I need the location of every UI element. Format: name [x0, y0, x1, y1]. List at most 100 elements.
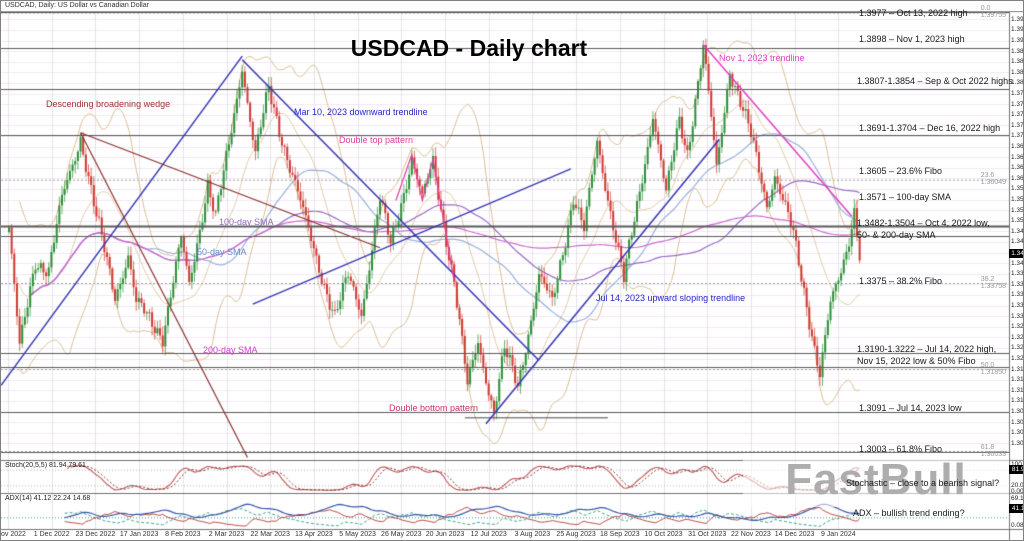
price-axis-label: 1.38205 [1011, 79, 1024, 87]
price-axis-label: 1.36090 [1011, 174, 1024, 182]
price-axis-label: 1.38910 [1011, 47, 1024, 55]
price-axis-label: 1.33270 [1011, 302, 1024, 310]
date-axis-label: 20 Jun 2023 [425, 531, 465, 538]
chart-title: USDCAD - Daily chart [350, 35, 588, 61]
adx-current-value-box: 41.12 [1009, 504, 1023, 513]
chart-header-row: USDCAD, Daily: US Dollar vs Canadian Dol… [1, 1, 1023, 12]
level-1-3571-label: 1.3571 – 100-day SMA [859, 192, 952, 202]
price-axis-label: 1.36325 [1011, 164, 1024, 172]
adx-axis-bottom: 0.08 [1011, 522, 1024, 529]
price-axis-label: 1.32565 [1011, 333, 1024, 341]
date-axis-label: 17 Jan 2023 [119, 531, 159, 538]
level-1-3091-label: 1.3091 – Jul 14, 2023 low [859, 403, 962, 413]
price-axis-label: 1.37265 [1011, 121, 1024, 129]
stochastic-comment-label: Stochastic – close to a bearish signal? [846, 478, 1000, 488]
date-axis-label: 25 Aug 2023 [556, 531, 596, 538]
mar-10-trendline-label: Mar 10, 2023 downward trendline [294, 107, 428, 117]
price-axis-label: 1.36560 [1011, 153, 1024, 161]
date-axis-label: 23 Dec 2022 [75, 531, 116, 538]
price-axis-label: 1.30920 [1011, 408, 1024, 415]
adx-comment-label: ADX – bullish trend ending? [853, 508, 965, 518]
price-axis-label: 1.37735 [1011, 100, 1024, 108]
price-axis-label: 1.31860 [1011, 365, 1024, 373]
level-1-3375-label: 1.3375 – 38.2% Fibo [859, 276, 943, 286]
jul-14-trendline-label: Jul 14, 2023 upward sloping trendline [596, 293, 746, 303]
level-1-3190-label-line2: Nov 15, 2022 low & 50% Fibo [857, 356, 976, 366]
current-price-box: 1.34430 [1009, 249, 1023, 258]
double-top-pattern-label: Double top pattern [339, 135, 414, 145]
price-axis-label: 1.31155 [1011, 397, 1024, 405]
watermark: FastBull [743, 453, 1009, 507]
price-axis-label: 1.34915 [1011, 227, 1024, 235]
stoch-axis-0: 0.00 [1011, 488, 1024, 495]
adx-axis-top: 69.15 [1011, 495, 1024, 502]
level-1-3190-label-line1: 1.3190-1.3222 – Jul 14, 2022 high, [857, 344, 997, 354]
price-axis-label: 1.33505 [1011, 291, 1024, 299]
level-1-3482-label-line1: 1.3482-1.3504 – Oct 4, 2022 low, [857, 218, 990, 228]
stoch-axis-100: 100.00 [1011, 461, 1023, 468]
price-axis-label: 1.32330 [1011, 344, 1024, 352]
date-axis-label: 2 Mar 2023 [208, 531, 245, 538]
level-1-3003-label: 1.3003 – 61.8% Fibo [859, 444, 943, 454]
price-axis-label: 1.32800 [1011, 323, 1024, 331]
price-axis-label: 1.38440 [1011, 68, 1024, 76]
price-axis-label: 1.33740 [1011, 280, 1024, 288]
level-1-3977-label: 1.3977 – Oct 13, 2022 high [859, 8, 968, 18]
price-axis-label: 1.37970 [1011, 90, 1024, 98]
sma-200-label: 200-day SMA [203, 345, 258, 355]
price-axis-label: 1.35855 [1011, 185, 1024, 193]
stoch-axis-20: 20.00 [1011, 482, 1024, 489]
price-axis-label: 1.39380 [1011, 26, 1024, 34]
fibo-level-label: 38.2 1.33758 [980, 275, 1007, 290]
fibo-level-label: 0.0 1.39755 [980, 5, 1007, 20]
date-axis-label: 31 Oct 2023 [688, 531, 727, 538]
price-axis-label: 1.33975 [1011, 270, 1024, 278]
price-axis-label: 1.36795 [1011, 143, 1024, 151]
symbol-label: USDCAD, Daily: US Dollar vs Canadian Dol… [5, 2, 149, 9]
date-axis-label: 9 Jan 2024 [820, 531, 856, 538]
date-axis-label: 18 Sep 2023 [599, 531, 640, 538]
price-axis-label: 1.32095 [1011, 355, 1024, 362]
level-1-3605-label: 1.3605 – 23.6% Fibo [859, 166, 943, 176]
level-1-3898-label: 1.3898 – Nov 1, 2023 high [859, 34, 965, 44]
descending-broadening-wedge-label: Descending broadening wedge [46, 99, 171, 109]
date-axis-label: 9 Nov 2022 [0, 531, 26, 538]
price-axis-label: 1.30215 [1011, 439, 1024, 447]
price-axis-label: 1.37500 [1011, 111, 1024, 119]
stoch-current-value-box: 81.94 [1009, 465, 1023, 474]
double-bottom-pattern-label: Double bottom pattern [389, 403, 479, 413]
adx-indicator-label: ADX(14) 41.12 22.24 14.68 [5, 495, 91, 502]
level-1-3691-label: 1.3691-1.3704 – Dec 16, 2022 high [859, 123, 1001, 133]
date-axis-label: 10 Oct 2023 [644, 531, 683, 538]
date-axis-label: 22 Nov 2023 [731, 531, 771, 538]
price-axis-label: 1.35620 [1011, 196, 1024, 204]
price-axis-label: 1.35150 [1011, 217, 1024, 225]
price-axis-label: 1.30450 [1011, 429, 1024, 437]
level-1-3482-label-line2: 50- & 200-day SMA [857, 230, 936, 240]
fibo-level-label: 61.8 1.30033 [980, 443, 1007, 458]
date-axis-label: 5 May 2023 [339, 531, 376, 538]
price-axis-label: 1.31625 [1011, 376, 1024, 384]
date-axis-label: 12 Jul 2023 [470, 531, 507, 538]
date-axis-label: 8 Feb 2023 [165, 531, 201, 538]
stochastic-indicator-label: Stoch(20,5,5) 81.94 79.61 [5, 462, 86, 469]
price-axis-label: 1.33035 [1011, 312, 1024, 320]
date-axis-label: 14 Dec 2023 [774, 531, 815, 538]
price-axis-label: 1.34210 [1011, 259, 1024, 267]
price-axis-label: 1.35385 [1011, 206, 1024, 214]
nov-1-trendline-label: Nov 1, 2023 trendline [719, 53, 805, 63]
date-axis-label: 22 Mar 2023 [250, 531, 290, 538]
price-axis-label: 1.31390 [1011, 386, 1024, 394]
price-axis-label: 1.39615 [1011, 15, 1024, 23]
price-axis-label: 1.38675 [1011, 58, 1024, 66]
sma-100-label: 100-day SMA [219, 217, 274, 227]
level-1-3807-label: 1.3807-1.3854 – Sep & Oct 2022 highs [857, 76, 1013, 86]
date-axis-label: 3 Aug 2023 [514, 531, 551, 538]
date-axis-label: 13 Apr 2023 [295, 531, 333, 538]
date-axis-label: 1 Dec 2022 [33, 531, 70, 538]
price-axis-label: 1.34680 [1011, 238, 1024, 246]
price-axis-label: 1.30685 [1011, 418, 1024, 426]
price-axis-label: 1.39145 [1011, 37, 1024, 45]
